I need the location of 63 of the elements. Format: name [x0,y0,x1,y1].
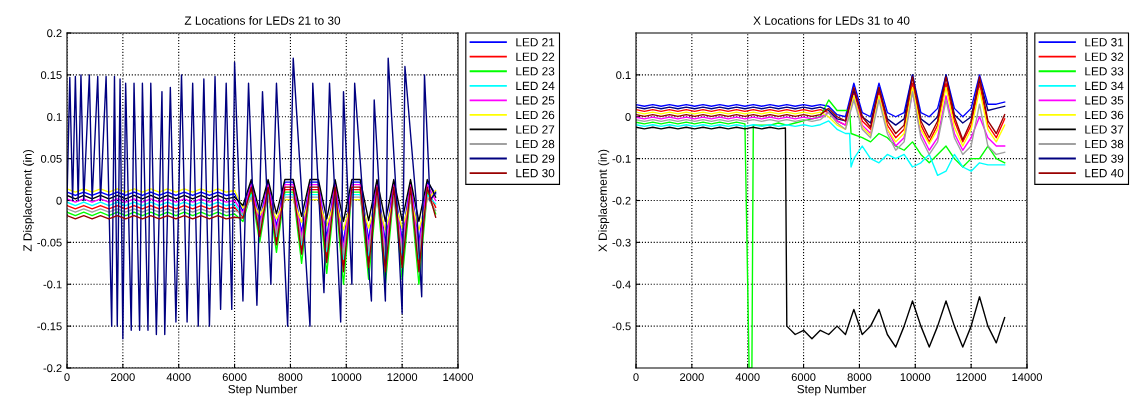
y-tick-label: 0.05 [40,154,62,163]
legend-label: LED 38 [1085,139,1124,149]
legend-label: LED 21 [516,38,555,47]
y-tick-label: -0.4 [612,280,631,289]
y-tick-label: -0.5 [612,322,631,331]
y-axis-title: X Displacement (in) [598,149,610,252]
line-series [636,74,1006,126]
legend-label: LED 29 [516,154,555,163]
x-axis-title: Step Number [797,384,867,396]
x-axis-title: Step Number [228,384,298,396]
y-tick-label: 0.1 [616,71,631,80]
x-tick-label: 10000 [900,373,931,382]
legend-label: LED 27 [516,125,555,134]
x-tick-label: 2000 [111,373,135,382]
x-tick-label: 12000 [387,373,418,382]
y-tick-label: -0.3 [612,238,631,247]
x-tick-label: 6000 [222,373,247,382]
x-tick-label: 8000 [278,373,303,382]
y-tick-label: -0.1 [43,280,62,289]
x-tick-label: 6000 [791,373,816,382]
line-series [636,74,1006,118]
legend-label: LED 28 [516,139,555,149]
x-tick-label: 10000 [331,373,362,382]
legend-label: LED 25 [516,96,555,105]
y-tick-label: 0.2 [47,29,62,38]
line-series [636,99,1006,368]
x-tick-label: 4000 [735,373,760,382]
legend-label: LED 24 [516,81,555,90]
legend-label: LED 33 [1085,67,1124,76]
x-tick-label: 14000 [1012,373,1043,382]
legend-label: LED 40 [1085,168,1124,178]
legend-label: LED 22 [516,52,555,61]
y-tick-label: -0.05 [37,238,62,247]
x-tick-label: 8000 [847,373,872,382]
y-tick-label: 0 [625,113,631,121]
y-tick-label: -0.15 [37,322,62,331]
legend-label: LED 31 [1085,38,1124,47]
y-tick-label: -0.2 [612,196,631,205]
legend-label: LED 26 [516,110,555,120]
line-series [67,57,437,340]
legend-label: LED 35 [1085,96,1124,105]
chart-title: X Locations for LEDs 31 to 40 [753,16,910,25]
legend-label: LED 36 [1085,110,1124,120]
legend-label: LED 34 [1085,81,1124,91]
y-tick-label: 0.1 [47,113,62,121]
x-tick-label: 0 [64,373,70,382]
line-series [636,120,1006,177]
y-tick-label: 0.15 [40,71,62,80]
y-tick-label: -0.1 [612,154,631,163]
x-tick-label: 12000 [956,373,987,382]
chart-title: Z Locations for LEDs 21 to 30 [184,16,341,25]
x-tick-label: 14000 [443,373,474,382]
legend-label: LED 30 [516,168,555,178]
x-tick-label: 4000 [166,373,191,382]
x-tick-label: 2000 [680,373,704,382]
legend-label: LED 32 [1085,52,1124,61]
legend-label: LED 39 [1085,154,1124,163]
y-tick-label: -0.2 [43,364,62,373]
y-tick-label: 0 [56,196,62,205]
y-axis-title: Z Displacement (in) [23,150,35,252]
x-tick-label: 0 [633,373,639,382]
legend-label: LED 23 [516,67,555,76]
legend-label: LED 37 [1085,125,1124,134]
